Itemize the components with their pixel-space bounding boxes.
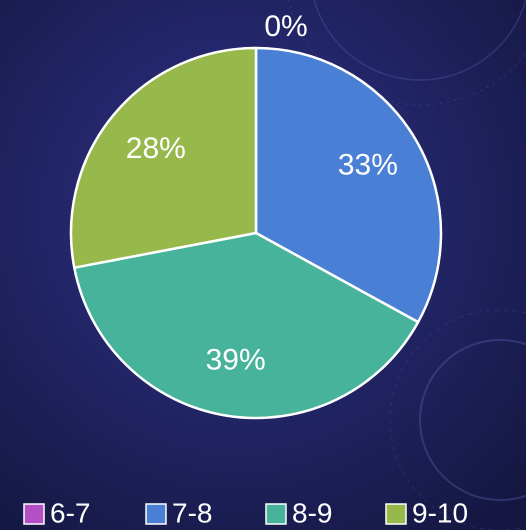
legend-label: 9-10: [412, 497, 468, 528]
legend-swatch: [386, 504, 406, 524]
data-label: 33%: [338, 149, 398, 182]
data-label: 28%: [126, 132, 186, 165]
legend-swatch: [266, 504, 286, 524]
legend-swatch: [146, 504, 166, 524]
legend-label: 8-9: [292, 497, 332, 528]
chart: 0% 33% 39% 28% 6-7 7-8 8-9 9-10: [0, 0, 526, 530]
page: {"chart_data": {"type": "pie", "categori…: [0, 0, 526, 530]
legend-swatch: [24, 504, 44, 524]
data-label: 39%: [206, 343, 266, 376]
legend-label: 7-8: [172, 497, 212, 528]
data-label: 0%: [264, 10, 307, 43]
legend-label: 6-7: [50, 497, 90, 528]
